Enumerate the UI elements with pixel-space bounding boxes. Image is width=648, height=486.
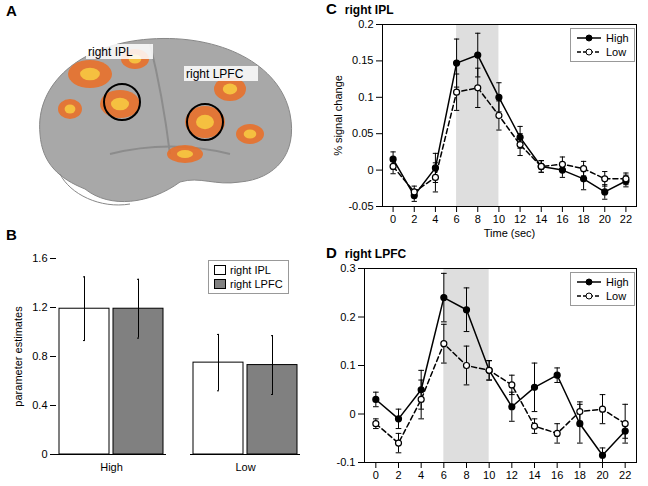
svg-text:0: 0	[41, 448, 47, 460]
svg-text:8: 8	[463, 469, 469, 481]
svg-text:20: 20	[599, 213, 611, 225]
svg-text:20: 20	[596, 469, 608, 481]
svg-text:0.15: 0.15	[352, 54, 373, 66]
html-text:C: C	[326, 0, 337, 17]
svg-text:0: 0	[349, 408, 355, 420]
svg-text:16: 16	[556, 213, 568, 225]
svg-text:18: 18	[574, 469, 586, 481]
svg-text:10: 10	[483, 469, 495, 481]
html-text:High: High	[606, 276, 629, 288]
svg-text:4: 4	[418, 469, 424, 481]
svg-text:0.3: 0.3	[340, 262, 355, 274]
svg-text:0.8: 0.8	[32, 350, 47, 362]
html-text:Low: Low	[606, 290, 627, 302]
svg-text:0: 0	[367, 164, 373, 176]
svg-text:0.1: 0.1	[340, 359, 355, 371]
svg-text:0: 0	[390, 213, 396, 225]
html-text:right LPFC: right LPFC	[344, 247, 407, 261]
svg-text:18: 18	[577, 213, 589, 225]
html-text:right IPL: right IPL	[230, 264, 271, 276]
svg-text:Low: Low	[235, 461, 255, 473]
svg-text:% signal change: % signal change	[332, 75, 344, 156]
svg-text:6: 6	[454, 213, 460, 225]
html-text:A: A	[6, 2, 17, 19]
svg-text:right LPFC: right LPFC	[186, 67, 244, 81]
svg-text:0: 0	[373, 469, 379, 481]
svg-text:parameter estimates: parameter estimates	[12, 306, 24, 407]
svg-text:12: 12	[514, 213, 526, 225]
svg-text:-0.05: -0.05	[348, 200, 373, 212]
svg-text:6: 6	[441, 469, 447, 481]
svg-text:2: 2	[411, 213, 417, 225]
svg-text:1.6: 1.6	[32, 252, 47, 264]
html-text:right LPFC: right LPFC	[230, 278, 283, 290]
svg-text:0.4: 0.4	[32, 399, 47, 411]
html-text:D: D	[326, 244, 337, 261]
html-text:Low: Low	[606, 46, 627, 58]
svg-text:0.05: 0.05	[352, 127, 373, 139]
svg-text:22: 22	[620, 213, 632, 225]
svg-text:12: 12	[506, 469, 518, 481]
svg-text:0.2: 0.2	[340, 311, 355, 323]
svg-text:16: 16	[551, 469, 563, 481]
svg-text:4: 4	[432, 213, 438, 225]
svg-text:10: 10	[493, 213, 505, 225]
svg-text:High: High	[100, 461, 123, 473]
svg-text:-0.1: -0.1	[337, 456, 356, 468]
svg-text:0.2: 0.2	[358, 18, 373, 30]
svg-text:14: 14	[528, 469, 540, 481]
html-text:right IPL: right IPL	[344, 3, 394, 17]
svg-text:22: 22	[619, 469, 631, 481]
svg-text:Time (sec): Time (sec)	[484, 227, 536, 239]
svg-text:0.1: 0.1	[358, 91, 373, 103]
svg-text:1.2: 1.2	[32, 301, 47, 313]
svg-text:right IPL: right IPL	[88, 45, 133, 59]
html-text:B: B	[6, 226, 17, 243]
svg-text:2: 2	[395, 469, 401, 481]
html-text:High: High	[606, 32, 629, 44]
svg-text:8: 8	[475, 213, 481, 225]
svg-text:14: 14	[535, 213, 547, 225]
